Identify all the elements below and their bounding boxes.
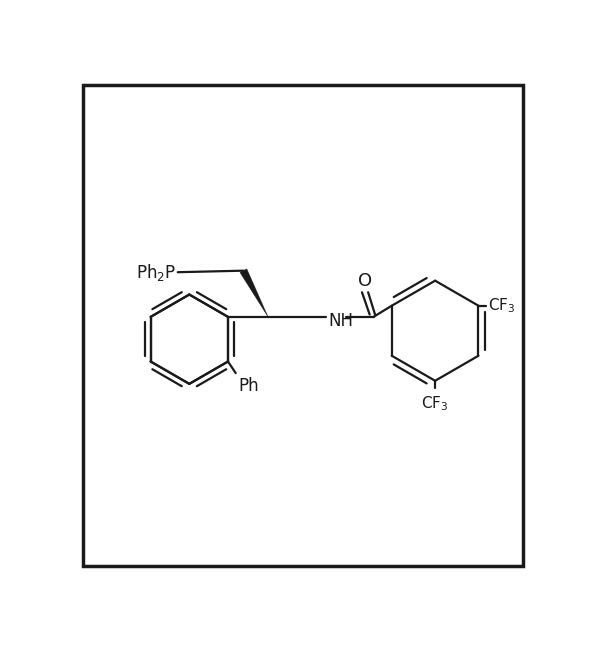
Polygon shape	[240, 269, 268, 317]
Text: NH: NH	[329, 312, 354, 330]
Text: O: O	[358, 272, 372, 290]
Text: CF$_3$: CF$_3$	[489, 296, 516, 315]
Text: CF$_3$: CF$_3$	[421, 395, 449, 413]
Text: Ph$_2$P: Ph$_2$P	[136, 262, 176, 283]
Text: Ph: Ph	[238, 377, 259, 395]
